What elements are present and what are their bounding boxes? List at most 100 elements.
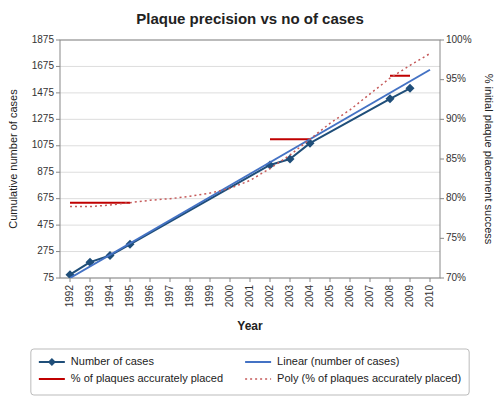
series-line	[70, 76, 410, 203]
y-tick-label: 275	[37, 245, 54, 256]
x-tick	[110, 278, 111, 282]
legend-swatch	[245, 361, 271, 363]
x-tick-label: 2001	[244, 285, 255, 308]
y-tick-label: 875	[37, 166, 54, 177]
y2-tick	[440, 40, 444, 41]
x-tick	[250, 278, 251, 282]
x-tick	[310, 278, 311, 282]
legend-label: Poly (% of plaques accurately placed)	[277, 372, 461, 384]
x-tick-label: 1999	[204, 285, 215, 308]
y2-tick-label: 80%	[446, 192, 466, 203]
y2-tick-label: 85%	[446, 153, 466, 164]
legend-label: Number of cases	[71, 355, 155, 367]
plot-frame	[60, 40, 440, 278]
x-tick	[430, 278, 431, 282]
legend-label: % of plaques accurately placed	[71, 372, 223, 384]
series-line	[70, 88, 410, 274]
y-tick-label: 1075	[32, 139, 55, 150]
y-tick	[56, 225, 60, 226]
legend-label: Linear (number of cases)	[277, 355, 399, 367]
y-tick	[56, 198, 60, 199]
x-tick-label: 1995	[124, 285, 135, 308]
grid-line	[60, 92, 440, 93]
y-axis-label: Cumulative number of cases	[7, 89, 19, 229]
x-tick	[170, 278, 171, 282]
y2-tick-label: 100%	[446, 34, 472, 45]
y2-tick	[440, 79, 444, 80]
y2-tick-label: 95%	[446, 73, 466, 84]
y-tick	[56, 92, 60, 93]
x-tick	[390, 278, 391, 282]
x-tick-label: 2007	[364, 285, 375, 308]
y-tick	[56, 145, 60, 146]
grid-line	[60, 66, 440, 67]
x-tick-label: 2010	[424, 285, 435, 308]
grid-line	[60, 119, 440, 120]
x-tick-label: 2005	[324, 285, 335, 308]
y-tick	[56, 278, 60, 279]
grid-line	[60, 172, 440, 173]
series-line	[70, 53, 430, 206]
legend-marker	[48, 358, 56, 366]
x-tick	[190, 278, 191, 282]
y2-tick	[440, 119, 444, 120]
legend-box	[31, 349, 469, 395]
legend: Number of cases % of plaques accurately p…	[31, 349, 469, 395]
x-tick-label: 1996	[144, 285, 155, 308]
y2-tick-label: 90%	[446, 113, 466, 124]
x-tick-label: 1992	[64, 285, 75, 308]
y2-tick	[440, 238, 444, 239]
x-tick-label: 2006	[344, 285, 355, 308]
y-tick	[56, 172, 60, 173]
y-tick-label: 1475	[32, 87, 55, 98]
grid-line	[60, 198, 440, 199]
x-tick	[210, 278, 211, 282]
x-tick-label: 1997	[164, 285, 175, 308]
series-line	[70, 70, 430, 278]
x-tick-label: 2009	[404, 285, 415, 308]
legend-swatch	[245, 378, 271, 380]
x-tick-label: 2003	[284, 285, 295, 308]
chart: Plaque precision vs no of cases 75 275 475 6…	[0, 0, 500, 403]
legend-swatch	[39, 378, 65, 380]
x-tick	[130, 278, 131, 282]
x-tick-label: 2008	[384, 285, 395, 308]
x-tick	[70, 278, 71, 282]
y-tick-label: 1875	[32, 34, 55, 45]
y2-tick	[440, 159, 444, 160]
y2-tick	[440, 198, 444, 199]
x-tick	[410, 278, 411, 282]
x-axis-label: Year	[237, 319, 263, 333]
plot-area	[66, 53, 431, 278]
y-tick-label: 675	[37, 192, 54, 203]
y-tick	[56, 40, 60, 41]
x-tick	[270, 278, 271, 282]
y2-axis-label: % initial plaque placement success	[483, 74, 495, 245]
y-tick	[56, 119, 60, 120]
y-tick-label: 75	[43, 272, 55, 283]
y-tick-label: 1275	[32, 113, 55, 124]
series-marker	[286, 155, 295, 164]
x-tick	[90, 278, 91, 282]
x-tick	[350, 278, 351, 282]
y-tick-label: 1675	[32, 60, 55, 71]
series-marker	[406, 84, 415, 93]
x-tick-label: 1994	[104, 285, 115, 308]
y-tick	[56, 66, 60, 67]
x-tick	[290, 278, 291, 282]
x-tick-label: 2002	[264, 285, 275, 308]
y2-tick	[440, 278, 444, 279]
grid-line	[60, 225, 440, 226]
x-tick	[150, 278, 151, 282]
y-tick	[56, 251, 60, 252]
x-tick	[330, 278, 331, 282]
x-tick-label: 1993	[84, 285, 95, 308]
y2-tick-label: 75%	[446, 232, 466, 243]
grid-line	[60, 145, 440, 146]
x-tick	[370, 278, 371, 282]
x-tick-label: 2004	[304, 285, 315, 308]
y2-tick-label: 70%	[446, 272, 466, 283]
x-tick	[230, 278, 231, 282]
title: Plaque precision vs no of cases	[136, 10, 364, 27]
y-tick-label: 475	[37, 219, 54, 230]
